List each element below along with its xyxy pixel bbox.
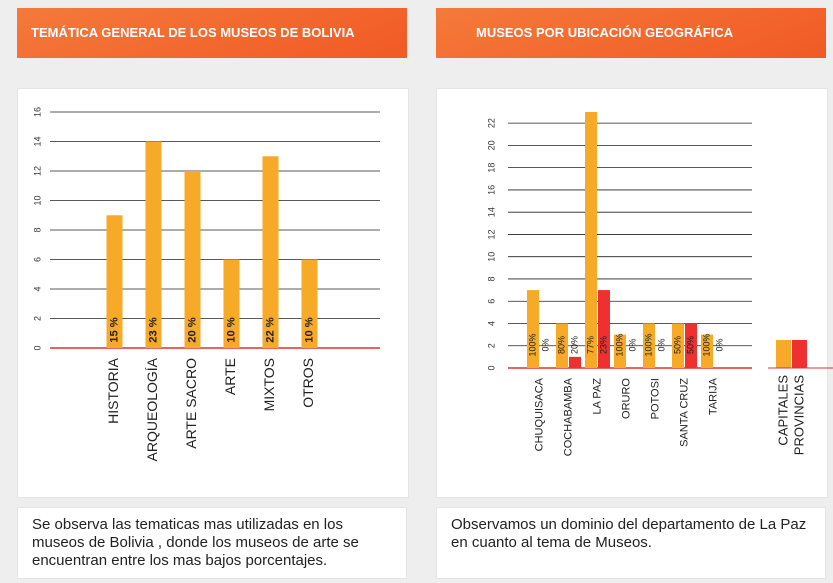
bar [614, 334, 626, 368]
value-label: 23 % [147, 317, 159, 343]
bar [223, 259, 240, 348]
bar [556, 323, 568, 368]
x-tick-label: ARTE [222, 358, 238, 395]
y-tick-label: 16 [32, 107, 42, 117]
value-label: 80% [556, 336, 566, 354]
y-tick-label: 2 [32, 316, 42, 321]
value-label: 20 % [186, 317, 198, 343]
y-tick-label: 6 [32, 257, 42, 262]
value-label: 0% [714, 338, 724, 351]
x-tick-label: POTOSI [649, 378, 661, 419]
bar [184, 171, 201, 348]
x-tick-label: TARIJA [707, 377, 719, 415]
value-label: 100% [701, 333, 711, 356]
y-tick-label: 22 [486, 118, 496, 128]
legend-swatch [792, 340, 807, 368]
y-tick-label: 20 [486, 140, 496, 150]
bar [262, 156, 279, 348]
legend-swatch [776, 340, 791, 368]
value-label: 77% [585, 336, 595, 354]
value-label: 10 % [225, 317, 237, 343]
value-label: 100% [643, 333, 653, 356]
y-tick-label: 8 [486, 276, 496, 281]
bar [527, 290, 539, 368]
y-tick-label: 10 [32, 195, 42, 205]
x-tick-label: LA PAZ [591, 378, 603, 415]
value-label: 22 % [264, 317, 276, 343]
x-tick-label: SANTA CRUZ [678, 378, 690, 447]
panel-header: MUSEOS POR UBICACIÓN GEOGRÁFICA [436, 8, 826, 58]
y-tick-label: 4 [32, 286, 42, 291]
x-tick-label: MIXTOS [261, 358, 277, 411]
y-tick-label: 12 [32, 166, 42, 176]
value-label: 50% [672, 336, 682, 354]
y-tick-label: 2 [486, 343, 496, 348]
value-label: 0% [627, 338, 637, 351]
y-tick-label: 8 [32, 227, 42, 232]
x-tick-label: ORURO [620, 378, 632, 419]
x-tick-label: ARQUEOLOGÍA [144, 357, 160, 461]
value-label: 100% [614, 333, 624, 356]
bar [701, 334, 713, 368]
value-label: 23% [598, 336, 608, 354]
bar [672, 323, 684, 368]
bar [685, 323, 697, 368]
chart-card [17, 88, 409, 498]
value-label: 10 % [303, 317, 315, 343]
bar [585, 112, 597, 368]
bar [145, 141, 162, 348]
value-label: 100% [527, 333, 537, 356]
caption: Observamos un dominio del departamento d… [436, 507, 826, 579]
y-tick-label: 14 [32, 136, 42, 146]
x-tick-label: ARTE SACRO [183, 358, 199, 449]
y-tick-label: 14 [486, 207, 496, 217]
x-tick-label: COCHABAMBA [562, 377, 574, 456]
value-label: 15 % [108, 317, 120, 343]
y-tick-label: 18 [486, 163, 496, 173]
bar [106, 215, 123, 348]
y-tick-label: 4 [486, 321, 496, 326]
bar [569, 356, 581, 368]
value-label: 0% [540, 338, 550, 351]
legend-label: CAPITALES [775, 375, 790, 446]
caption: Se observa las tematicas mas utilizadas … [17, 507, 407, 579]
value-label: 50% [685, 336, 695, 354]
y-tick-label: 0 [486, 365, 496, 370]
value-label: 0% [656, 338, 666, 351]
y-tick-label: 0 [32, 345, 42, 350]
x-tick-label: CHUQUISACA [533, 377, 545, 451]
y-tick-label: 12 [486, 229, 496, 239]
panel-header: TEMÁTICA GENERAL DE LOS MUSEOS DE BOLIVI… [17, 8, 407, 58]
x-tick-label: OTROS [300, 358, 316, 408]
value-label: 20% [569, 336, 579, 354]
legend-label: PROVINCIAS [791, 375, 806, 456]
x-tick-label: HISTORIA [105, 357, 121, 424]
y-tick-label: 10 [486, 252, 496, 262]
y-tick-label: 6 [486, 299, 496, 304]
bar [301, 259, 318, 348]
bar [598, 290, 610, 368]
chart-card [436, 88, 828, 498]
y-tick-label: 16 [486, 185, 496, 195]
bar [643, 323, 655, 368]
